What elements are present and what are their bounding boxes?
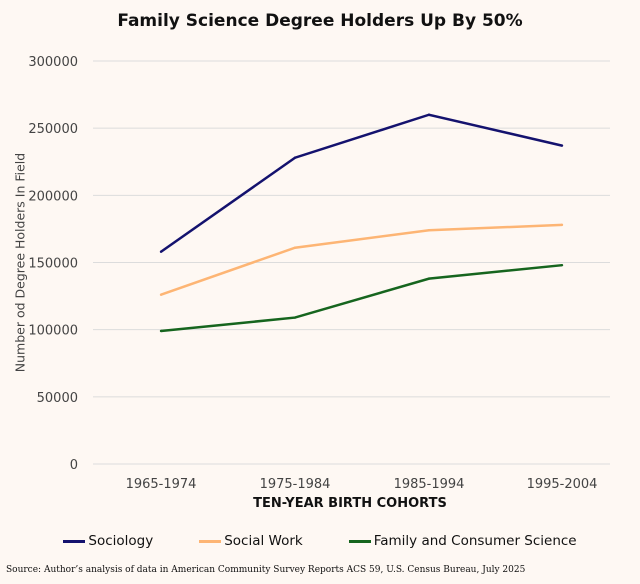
data-point: [427, 113, 431, 116]
y-tick-label: 200000: [28, 189, 78, 204]
legend-swatch: [348, 539, 371, 543]
x-tick-label: 1995-2004: [527, 477, 598, 492]
series-line-sociology: [160, 113, 563, 253]
legend-item-social-work: Social Work: [199, 533, 303, 549]
y-tick-label: 0: [70, 458, 78, 473]
y-tick-label: 300000: [28, 55, 78, 70]
x-axis-label: TEN-YEAR BIRTH COHORTS: [253, 496, 447, 511]
source-note: Source: Author’s analysis of data in Ame…: [6, 565, 526, 575]
data-point: [560, 263, 564, 267]
legend-label: Social Work: [224, 533, 303, 549]
series-line-family-and-consumer-science: [160, 263, 563, 333]
chart-title: Family Science Degree Holders Up By 50%: [117, 11, 523, 31]
data-point: [293, 156, 297, 159]
data-point: [293, 316, 297, 319]
x-tick-label: 1985-1994: [394, 477, 465, 492]
legend-item-family-consumer-science: Family and Consumer Science: [348, 533, 577, 549]
data-point: [159, 250, 163, 253]
data-point: [427, 229, 431, 232]
data-point: [427, 277, 431, 280]
data-point: [560, 223, 564, 227]
series-line-social-work: [160, 223, 563, 296]
legend-label: Sociology: [88, 533, 154, 549]
legend-swatch: [63, 539, 86, 543]
y-tick-label: 150000: [28, 257, 78, 272]
y-axis-label: Number od Degree Holders In Field: [12, 152, 28, 373]
x-tick-label: 1965-1974: [126, 477, 197, 492]
legend-swatch: [199, 539, 222, 543]
x-tick-label: 1975-1984: [260, 477, 331, 492]
y-tick-label: 250000: [28, 122, 78, 137]
y-tick-label: 100000: [28, 324, 78, 339]
data-point: [159, 329, 163, 333]
data-point: [560, 144, 564, 147]
data-point: [159, 293, 163, 296]
data-point: [293, 246, 297, 249]
legend: Sociology Social Work Family and Consume…: [0, 533, 640, 549]
y-tick-label: 50000: [37, 391, 78, 406]
legend-item-sociology: Sociology: [63, 533, 153, 549]
legend-label: Family and Consumer Science: [373, 533, 577, 549]
